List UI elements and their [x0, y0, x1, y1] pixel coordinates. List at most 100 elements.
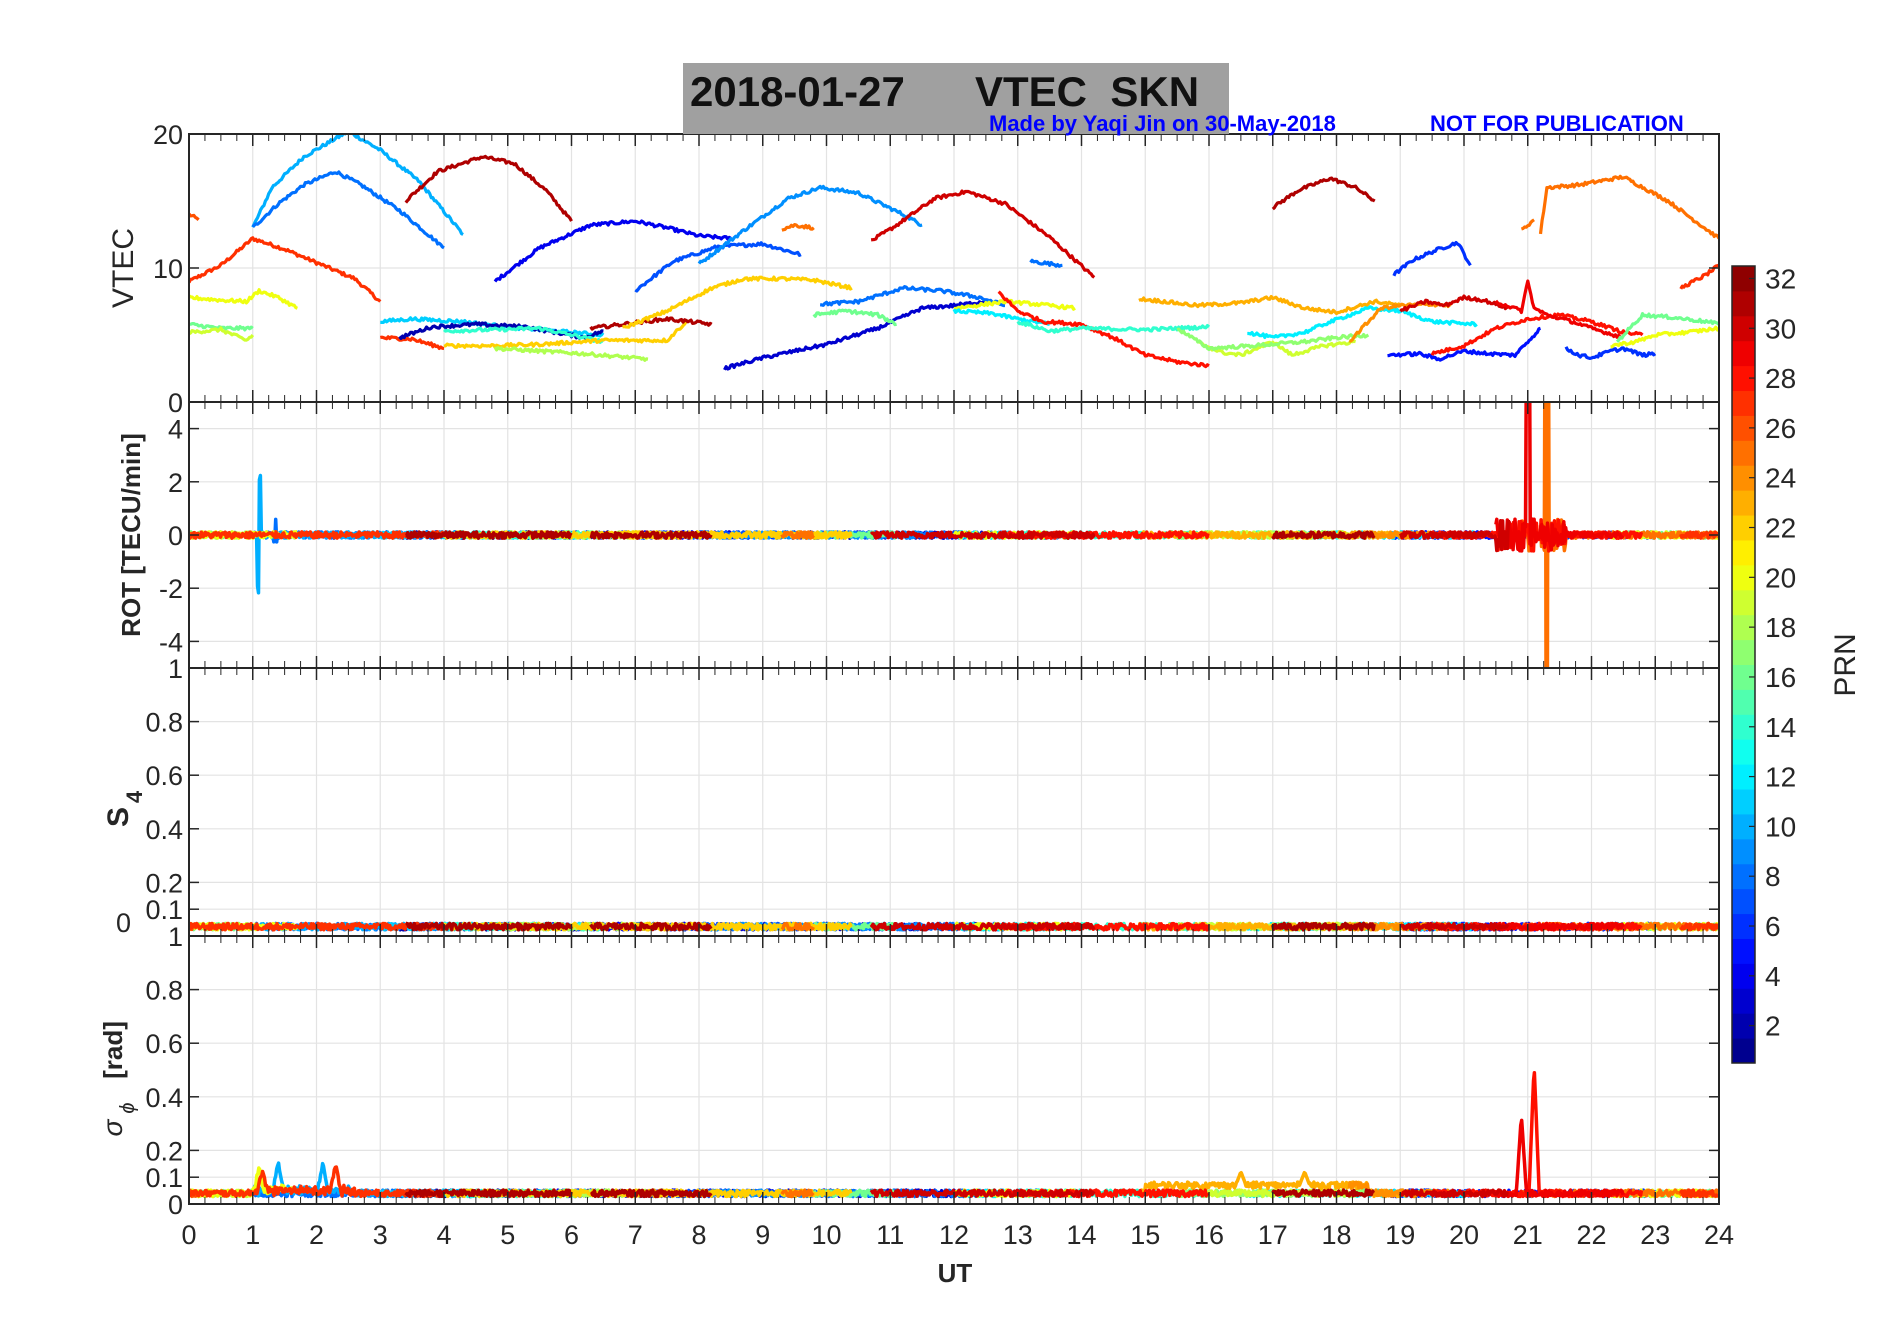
vtec-series-prn-18 [493, 346, 649, 362]
colorbar-tick-label: 24 [1765, 463, 1796, 494]
rot-series-prn-30 [1398, 519, 1511, 553]
s4-series-prn-31 [404, 921, 573, 932]
colorbar-swatch [1732, 988, 1755, 1014]
credit-text: Made by Yaqi Jin on 30-May-2018 [989, 111, 1336, 136]
vtec-series-prn-20 [1610, 325, 1719, 349]
y-tick-label: -4 [159, 627, 183, 657]
y-tick-label: 20 [153, 120, 183, 150]
s4-series-prn-30 [869, 921, 1096, 932]
x-tick-label: 3 [373, 1220, 388, 1250]
colorbar-swatch [1732, 664, 1755, 690]
colorbar-label: PRN [1829, 633, 1862, 696]
colorbar-tick-label: 18 [1765, 612, 1796, 643]
y-tick-label: 0.2 [145, 868, 183, 898]
x-tick-label: 1 [245, 1220, 260, 1250]
y-tick-label: 0.6 [145, 761, 183, 791]
colorbar-swatch [1732, 888, 1755, 915]
vtec-series-prn-6 [1564, 346, 1657, 360]
rot-series-prn-25 [780, 530, 815, 540]
colorbar-swatch [1732, 290, 1755, 317]
sigma_phi-series-prn-31 [589, 1188, 713, 1199]
colorbar-swatch [1732, 639, 1755, 665]
colorbar-tick-label: 10 [1765, 811, 1796, 842]
rot-series-prn-31 [589, 530, 713, 540]
x-tick-label: 13 [1003, 1220, 1033, 1250]
x-tick-label: 20 [1449, 1220, 1479, 1250]
x-axis-label: UT [938, 1258, 973, 1288]
x-tick-label: 22 [1576, 1220, 1606, 1250]
sigma_phi-series-prn-30 [869, 1188, 1096, 1199]
vtec-series-prn-27 [1679, 263, 1719, 290]
colorbar-tick-label: 32 [1765, 263, 1796, 294]
x-tick-label: 24 [1704, 1220, 1734, 1250]
vtec-series-prn-25 [1520, 218, 1535, 231]
vtec-series-prn-28 [997, 290, 1210, 369]
y-tick-label: 0.1 [145, 895, 183, 925]
vtec-series-prn-14 [1016, 320, 1211, 334]
x-tick-label: 14 [1066, 1220, 1096, 1250]
title-name: VTEC SKN [975, 68, 1199, 115]
colorbar-swatch [1732, 963, 1755, 989]
colorbar-swatch [1732, 415, 1755, 441]
vtec-series-prn-7 [634, 241, 802, 293]
y-tick-label: -2 [159, 574, 183, 604]
vtec-series-prn-17 [1176, 327, 1370, 352]
panel-s4: 0 0.10.2 0.4 0.6 0.8 1 [116, 654, 1720, 938]
vtec-series-prn-6 [1392, 240, 1472, 277]
colorbar-swatch [1732, 764, 1755, 790]
x-tick-label: 5 [500, 1220, 515, 1250]
sigma_phi-series-prn-25 [780, 1188, 815, 1199]
sigma_phi-series-prn-27 [1679, 1188, 1719, 1199]
vtec-series-prn-4 [493, 219, 732, 283]
s4-label-sub: 4 [122, 790, 147, 803]
rot-series-prn-27 [1679, 530, 1719, 540]
colorbar-swatch [1732, 465, 1755, 491]
colorbar-swatch [1732, 614, 1755, 641]
x-tick-label: 18 [1321, 1220, 1351, 1250]
rot-series-prn-31 [404, 530, 573, 540]
colorbar-tick-label: 8 [1765, 861, 1781, 892]
vtec-series-prn-3 [723, 300, 987, 371]
rot-series-prn-29 [1494, 402, 1625, 553]
x-tick-label: 7 [628, 1220, 643, 1250]
colorbar-tick-label: 4 [1765, 961, 1781, 992]
colorbar-tick-label: 26 [1765, 413, 1796, 444]
y-tick-label: 0.1 [145, 1163, 183, 1193]
title-box [683, 63, 1229, 134]
colorbar-swatch [1732, 739, 1755, 765]
vtec-series-prn-30 [1399, 294, 1510, 313]
vtec-series-prn-14 [442, 325, 605, 344]
colorbar-swatch [1732, 390, 1755, 416]
s4-series-prn-31 [589, 921, 713, 932]
colorbar-swatch [1732, 913, 1755, 939]
x-tick-label: 6 [564, 1220, 579, 1250]
colorbar-swatch [1732, 838, 1755, 865]
sigma_phi-series-prn-29 [1494, 1118, 1625, 1199]
colorbar-tick-label: 6 [1765, 911, 1781, 942]
colorbar-swatch [1732, 1013, 1755, 1039]
sigma-label-sub: ϕ [117, 1102, 139, 1113]
colorbar-swatch [1732, 365, 1755, 392]
colorbar-swatch [1732, 266, 1755, 292]
x-tick-label: 23 [1640, 1220, 1670, 1250]
vtec-series-prn-25 [781, 223, 815, 232]
vtec-series-prn-8 [1029, 258, 1063, 268]
y-tick-label: 1 [168, 654, 183, 684]
data-lines [189, 134, 1719, 371]
vtec-series-prn-27 [379, 335, 445, 350]
y-tick-label: 2 [168, 468, 183, 498]
vtec-series-prn-28 [1430, 312, 1644, 356]
vtec-series-prn-30 [870, 189, 1096, 279]
vtec-series-prn-10 [251, 134, 464, 236]
colorbar-swatch [1732, 1038, 1755, 1064]
colorbar-tick-label: 20 [1765, 562, 1796, 593]
colorbar-swatch [1732, 813, 1755, 840]
sigma-label-unit: [rad] [98, 1021, 128, 1079]
vtec-series-prn-8 [251, 170, 445, 250]
colorbar-tick-label: 14 [1765, 712, 1796, 743]
y-tick-label: 0.2 [145, 1136, 183, 1166]
y-tick-label: 0 [116, 908, 131, 938]
vtec-series-prn-31 [1271, 176, 1376, 211]
rot-series-prn-16 [812, 530, 898, 540]
